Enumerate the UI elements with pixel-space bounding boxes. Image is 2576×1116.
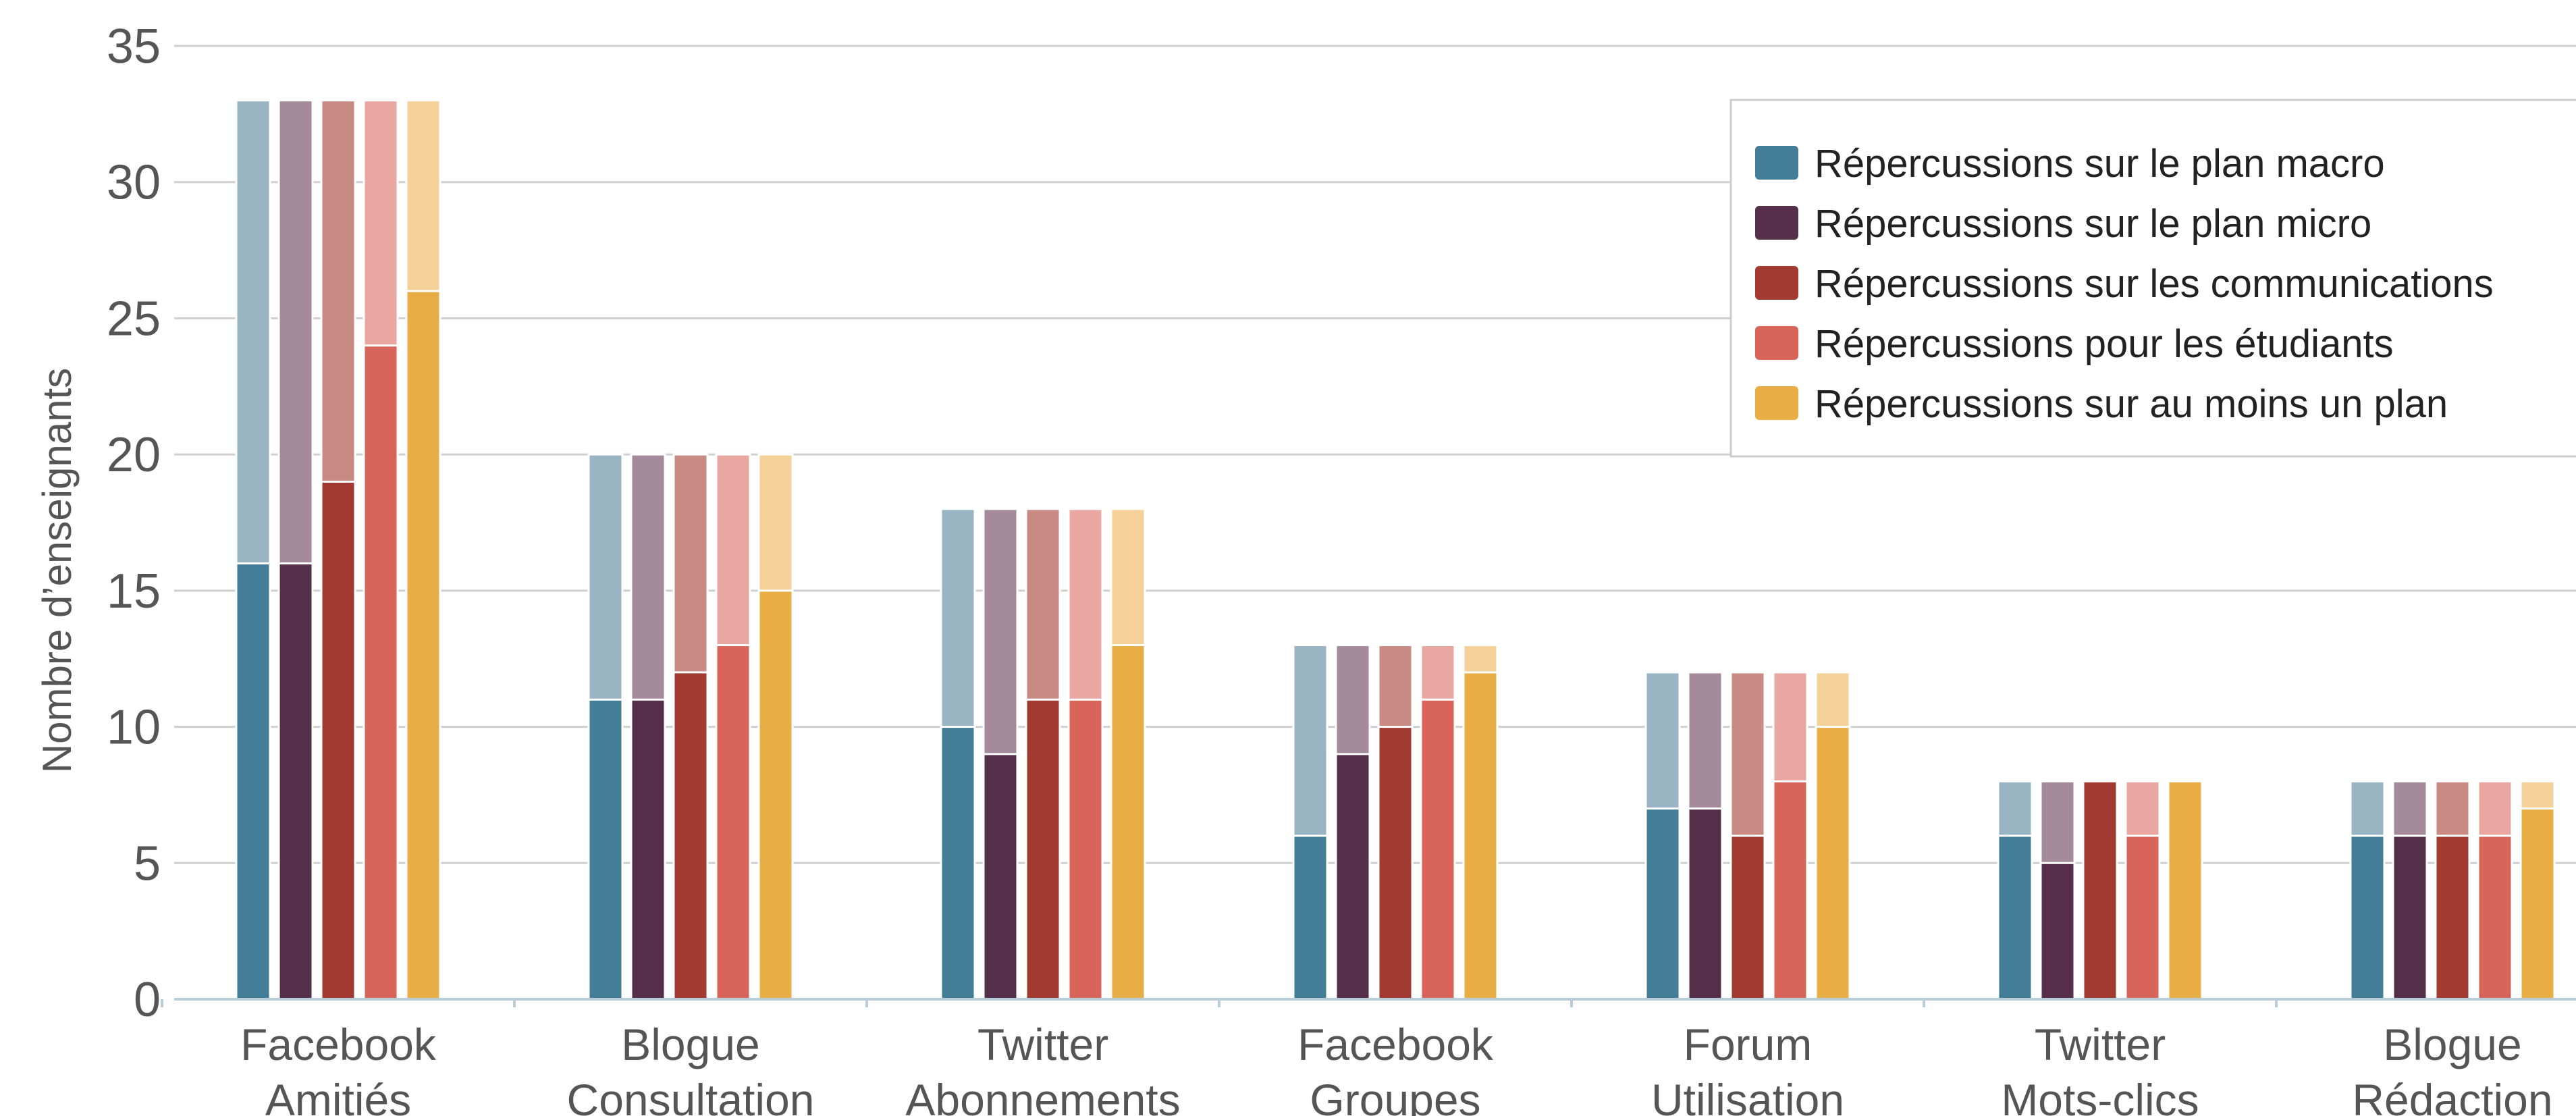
bar-value (1420, 698, 1456, 1001)
y-tick-label: 10 (107, 701, 161, 755)
bar-value (1292, 834, 1329, 1001)
bar-value (2519, 807, 2556, 1001)
bar-value (1110, 644, 1146, 1001)
x-category-label: Facebook Amitiés (240, 1019, 437, 1116)
bar-value (2124, 834, 2161, 1001)
bar-value (277, 562, 314, 1001)
y-tick-label: 20 (107, 428, 161, 482)
legend-label: Répercussions sur au moins un plan (1815, 382, 2448, 426)
bar-value (235, 562, 271, 1001)
x-category-label-line: Abonnements (905, 1075, 1180, 1116)
x-category-label: Blogue Rédaction (2352, 1019, 2552, 1116)
bar-value (1772, 780, 1808, 1001)
bar-value (757, 589, 794, 1001)
bar-value (363, 344, 399, 1001)
legend-swatch (1755, 146, 1798, 180)
bar-value (320, 480, 356, 1001)
legend-box (1729, 99, 2576, 458)
x-category-label: Blogue Consultation (567, 1019, 815, 1116)
x-category-label-line: Mots-clics (2001, 1075, 2199, 1116)
bar-value (1644, 807, 1681, 1001)
bar-value (1377, 726, 1414, 1001)
bar-value (405, 290, 441, 1001)
bar-value (1687, 807, 1723, 1001)
bar-value (1067, 698, 1104, 1001)
legend-label: Répercussions sur les communications (1815, 262, 2494, 306)
axes (161, 998, 2576, 1007)
x-category-label: Twitter Abonnements (905, 1019, 1180, 1116)
y-tick-labels: 0 5 10 15 20 25 30 35 (107, 20, 161, 1027)
x-category-label-line: Forum (1684, 1019, 1813, 1069)
x-category-label-line: Twitter (2035, 1019, 2166, 1069)
x-category-label-line: Groupes (1310, 1075, 1480, 1116)
bar-value (587, 698, 624, 1001)
bar-value (2392, 834, 2428, 1001)
y-tick-label: 15 (107, 564, 161, 618)
y-tick-label: 25 (107, 292, 161, 346)
legend-swatch (1755, 266, 1798, 300)
legend: Répercussions sur le plan macro Répercuss… (1729, 99, 2576, 458)
y-tick-label: 30 (107, 156, 161, 210)
y-tick-label: 0 (134, 973, 161, 1027)
x-category-label: Twitter Mots-clics (2001, 1019, 2199, 1116)
x-category-labels: Facebook Amitiés Blogue Consultation Twitter… (240, 1019, 2553, 1116)
bar-value (1025, 698, 1061, 1001)
bar-value (1815, 726, 1851, 1001)
bar-value (672, 671, 709, 1001)
legend-swatch (1755, 386, 1798, 420)
bar-value (982, 753, 1019, 1001)
bar-value (630, 698, 666, 1001)
legend-label: Répercussions pour les étudiants (1815, 322, 2394, 366)
x-category-label-line: Twitter (977, 1019, 1108, 1069)
legend-swatch (1755, 326, 1798, 360)
x-category-label-line: Blogue (621, 1019, 760, 1069)
y-tick-label: 35 (107, 20, 161, 74)
bar-value (2082, 780, 2118, 1001)
bar-value (1462, 671, 1499, 1001)
x-category-label-line: Facebook (1297, 1019, 1494, 1069)
x-category-label-line: Amitiés (265, 1075, 411, 1116)
bar-value (2039, 861, 2076, 1001)
y-axis-label: Nombre d’enseignants (34, 368, 80, 773)
x-category-label-line: Facebook (240, 1019, 437, 1069)
bar-value (2349, 834, 2386, 1001)
grid-lines (174, 45, 2576, 864)
bar-value (2434, 834, 2471, 1001)
x-category-label-line: Utilisation (1651, 1075, 1844, 1116)
bar-value (715, 644, 751, 1001)
bar-value (1729, 834, 1766, 1001)
legend-label: Répercussions sur le plan macro (1815, 142, 2385, 186)
legend-swatch (1755, 206, 1798, 240)
y-tick-label: 5 (134, 836, 161, 891)
bar-value (1997, 834, 2033, 1001)
x-category-label: Facebook Groupes (1297, 1019, 1494, 1116)
x-category-label: Forum Utilisation (1651, 1019, 1844, 1116)
legend-label: Répercussions sur le plan micro (1815, 202, 2371, 246)
x-category-label-line: Consultation (567, 1075, 815, 1116)
bar-value (940, 726, 976, 1001)
x-category-label-line: Rédaction (2352, 1075, 2552, 1116)
bar-value (2167, 780, 2203, 1001)
x-category-label-line: Blogue (2383, 1019, 2522, 1069)
bar-value (1335, 753, 1371, 1001)
bar-value (2477, 834, 2513, 1001)
